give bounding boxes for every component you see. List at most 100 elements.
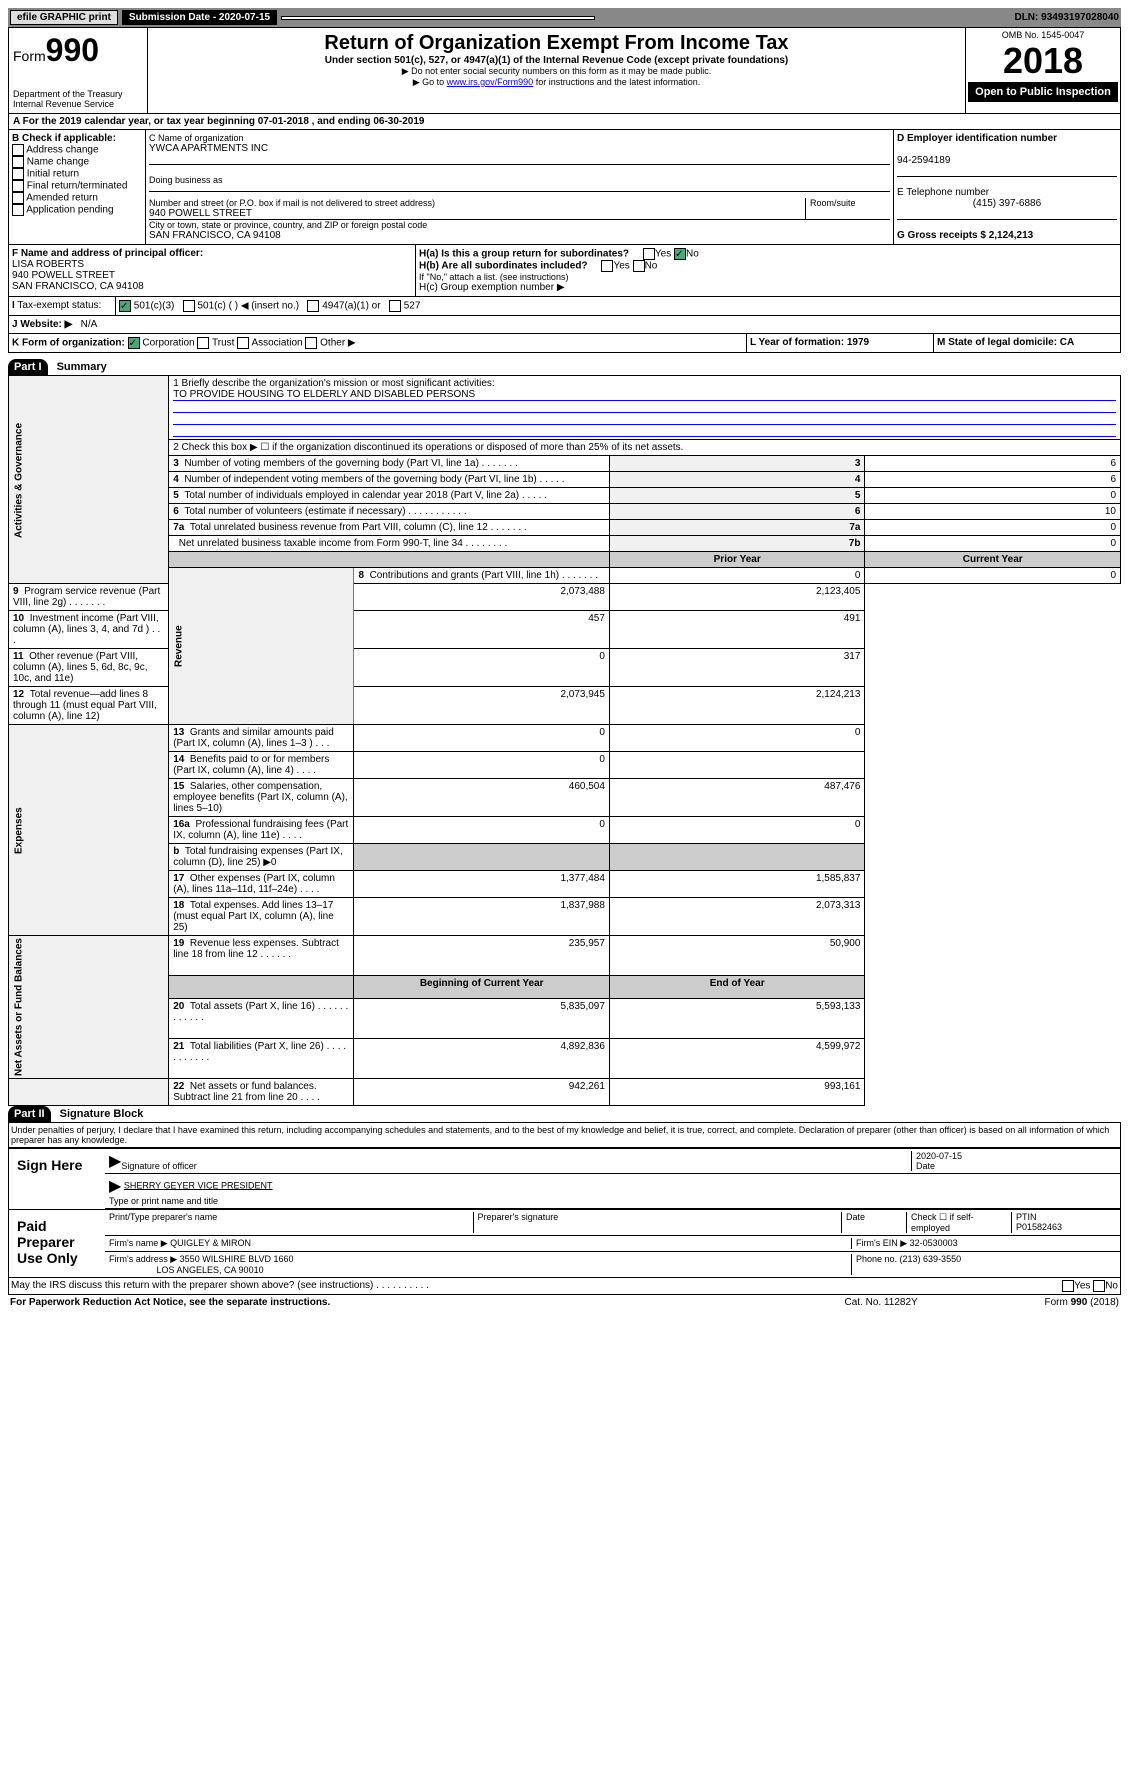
rc: 5,593,133 xyxy=(609,999,865,1039)
k-label: K Form of organization: xyxy=(12,338,125,349)
rc: 50,900 xyxy=(609,936,865,976)
form-header: Form990 Department of the Treasury Inter… xyxy=(8,27,1121,114)
k-other[interactable] xyxy=(305,337,317,349)
checkbox-final[interactable] xyxy=(12,180,24,192)
arrow-icon: ▶ xyxy=(109,1178,121,1195)
rc: 1,585,837 xyxy=(609,871,865,898)
rn: 9 xyxy=(13,586,19,597)
form-label: Form xyxy=(13,48,46,64)
checkbox-pending[interactable] xyxy=(12,204,24,216)
rn: 22 xyxy=(173,1081,184,1092)
rv: 0 xyxy=(865,520,1121,536)
i3: 4947(a)(1) or xyxy=(322,301,380,312)
rc: 491 xyxy=(609,611,865,649)
firm-addr-label: Firm's address ▶ xyxy=(109,1254,177,1264)
efile-button[interactable]: efile GRAPHIC print xyxy=(10,10,118,25)
table-row: 6 Total number of volunteers (estimate i… xyxy=(9,504,1121,520)
ptin: P01582463 xyxy=(1016,1222,1062,1232)
officer-addr2: SAN FRANCISCO, CA 94108 xyxy=(12,281,144,292)
gray xyxy=(354,844,610,871)
b-label: B Check if applicable: xyxy=(12,133,116,144)
firm-name-label: Firm's name ▶ xyxy=(109,1238,168,1248)
dept-label: Department of the Treasury xyxy=(13,89,143,99)
paid-preparer: Paid Preparer Use Only xyxy=(9,1210,105,1277)
rp: 460,504 xyxy=(354,779,610,817)
hb-yes[interactable] xyxy=(601,260,613,272)
section-j: J Website: ▶ N/A xyxy=(8,316,1121,334)
rt: Salaries, other compensation, employee b… xyxy=(173,781,348,814)
no1: No xyxy=(686,249,699,260)
cat-no: Cat. No. 11282Y xyxy=(845,1297,1045,1308)
k-assoc[interactable] xyxy=(237,337,249,349)
rn: 10 xyxy=(13,613,24,624)
rc: 0 xyxy=(609,817,865,844)
rn: 5 xyxy=(173,490,179,501)
i-4947[interactable] xyxy=(307,300,319,312)
blank xyxy=(169,552,610,568)
d-label: D Employer identification number xyxy=(897,133,1057,144)
rb: 5 xyxy=(609,488,865,504)
firm-addr2: LOS ANGELES, CA 90010 xyxy=(157,1265,264,1275)
sig-date: 2020-07-15 xyxy=(916,1151,962,1161)
dn: No xyxy=(1105,1281,1118,1292)
table-row: Net unrelated business taxable income fr… xyxy=(9,536,1121,552)
rt: Grants and similar amounts paid (Part IX… xyxy=(173,727,334,749)
prep-sig-label: Preparer's signature xyxy=(473,1212,842,1233)
ha-no[interactable]: ✓ xyxy=(674,248,686,260)
checkbox-address[interactable] xyxy=(12,144,24,156)
discuss-no[interactable] xyxy=(1093,1280,1105,1292)
table-row: 3 Number of voting members of the govern… xyxy=(9,456,1121,472)
rv: 10 xyxy=(865,504,1121,520)
i-501c[interactable] xyxy=(183,300,195,312)
omb-label: OMB No. 1545-0047 xyxy=(968,30,1118,40)
rn: 21 xyxy=(173,1041,184,1052)
col-begin: Beginning of Current Year xyxy=(420,978,544,989)
rc: 4,599,972 xyxy=(609,1039,865,1079)
rp: 0 xyxy=(354,649,610,687)
rn: 8 xyxy=(358,570,364,581)
rn: 20 xyxy=(173,1001,184,1012)
no2: No xyxy=(645,261,658,272)
ha-yes[interactable] xyxy=(643,248,655,260)
rc: 487,476 xyxy=(609,779,865,817)
rt: Total revenue—add lines 8 through 11 (mu… xyxy=(13,689,157,722)
rp: 235,957 xyxy=(354,936,610,976)
i-501c3[interactable]: ✓ xyxy=(119,300,131,312)
tax-year: 2018 xyxy=(968,40,1118,82)
rp: 1,837,988 xyxy=(354,898,610,936)
e-label: E Telephone number xyxy=(897,187,1117,198)
rn: 19 xyxy=(173,938,184,949)
vert-revenue: Revenue xyxy=(169,568,354,725)
rv: 6 xyxy=(865,456,1121,472)
rt: Investment income (Part VIII, column (A)… xyxy=(13,613,160,646)
form-title: Return of Organization Exempt From Incom… xyxy=(152,32,961,55)
part2-label: Part II xyxy=(8,1106,51,1122)
org-name: YWCA APARTMENTS INC xyxy=(149,143,890,154)
section-klm: K Form of organization: ✓ Corporation Tr… xyxy=(8,334,1121,353)
note2-pre: ▶ Go to xyxy=(413,77,447,87)
q2: 2 Check this box ▶ ☐ if the organization… xyxy=(169,440,1121,456)
fryear: 2018 xyxy=(1093,1297,1115,1308)
blank-field xyxy=(281,16,595,20)
city-state: SAN FRANCISCO, CA 94108 xyxy=(149,230,890,241)
rn: 4 xyxy=(173,474,179,485)
rc: 0 xyxy=(609,725,865,752)
table-row: 14 Benefits paid to or for members (Part… xyxy=(9,752,1121,779)
k-corp[interactable]: ✓ xyxy=(128,337,140,349)
i-527[interactable] xyxy=(389,300,401,312)
officer-printed: SHERRY GEYER VICE PRESIDENT xyxy=(124,1180,273,1190)
checkbox-initial[interactable] xyxy=(12,168,24,180)
rv: 0 xyxy=(865,488,1121,504)
c-label: C Name of organization xyxy=(149,133,890,143)
checkbox-name[interactable] xyxy=(12,156,24,168)
k-trust[interactable] xyxy=(197,337,209,349)
note2-post: for instructions and the latest informat… xyxy=(533,77,700,87)
line-a: A For the 2019 calendar year, or tax yea… xyxy=(8,114,1121,130)
hb-no[interactable] xyxy=(633,260,645,272)
discuss-yes[interactable] xyxy=(1062,1280,1074,1292)
discuss-text: May the IRS discuss this return with the… xyxy=(11,1280,1062,1292)
firm-name: QUIGLEY & MIRON xyxy=(170,1238,251,1248)
checkbox-amended[interactable] xyxy=(12,192,24,204)
irs-link[interactable]: www.irs.gov/Form990 xyxy=(447,77,534,87)
k4: Other ▶ xyxy=(320,338,355,349)
